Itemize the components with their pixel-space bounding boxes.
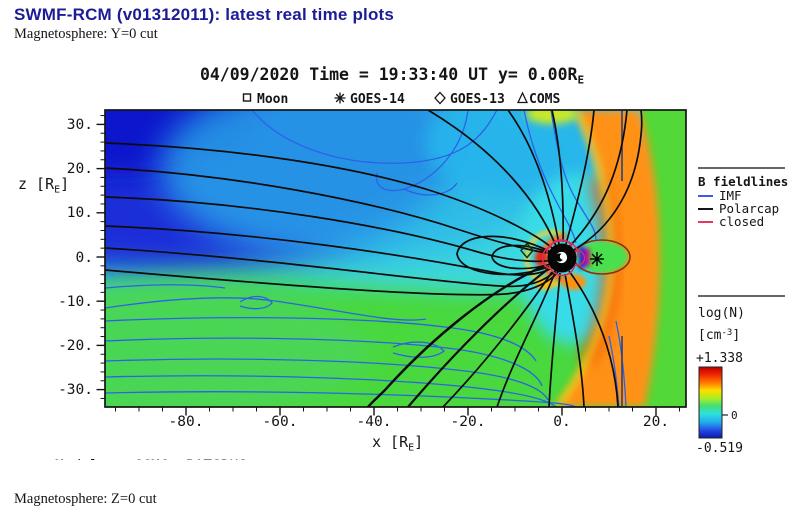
- field-lines-closed: [541, 239, 586, 277]
- y-tick-label: -30.: [58, 382, 93, 398]
- goes14-marker: [590, 252, 604, 266]
- colorbar-quantity: log(N): [698, 306, 745, 321]
- y-axis: 30. 20. 10. 0. -10. -20. -30. z [RE]: [18, 117, 93, 398]
- field-lines-imf: [105, 110, 627, 407]
- model-caption: Model at CCMC: BATSRUS: [55, 458, 247, 460]
- y-tick-label: 20.: [67, 161, 93, 177]
- colorbar-zero-label: 0: [731, 409, 738, 422]
- plot-title: 04/09/2020 Time = 19:33:40 UT y= 0.00RE: [200, 65, 584, 87]
- section-label-y0-cut: Magnetosphere: Y=0 cut: [14, 26, 158, 42]
- colorbar-gradient: [698, 366, 723, 439]
- colorbar-unit: [cm-3]: [698, 328, 740, 343]
- fieldline-legend: B fieldlines IMF Polarcap closed: [698, 167, 788, 229]
- earth-marker: [547, 243, 577, 273]
- x-tick-label: 20.: [643, 414, 669, 430]
- coms-label: COMS: [529, 92, 560, 107]
- x-tick-label: -60.: [263, 414, 298, 430]
- symbol-legend: Moon GOES-14 GOES-13 COMS: [242, 91, 560, 107]
- fieldline-legend-title: B fieldlines: [698, 174, 788, 189]
- colorbar-max: +1.338: [696, 351, 743, 366]
- x-tick-label: -20.: [451, 414, 486, 430]
- section-label-z0-cut: Magnetosphere: Z=0 cut: [14, 491, 157, 507]
- x-tick-label: -40.: [357, 414, 392, 430]
- y-axis-label: z [RE]: [18, 175, 69, 196]
- plot-border: [104, 109, 687, 408]
- y-tick-label: 30.: [67, 117, 93, 133]
- goes13-marker: [520, 242, 534, 259]
- x-axis-label: x [RE]: [372, 433, 423, 454]
- coms-triangle-icon: [516, 91, 529, 104]
- goes13-diamond-icon: [434, 91, 446, 105]
- y-tick-label: -20.: [58, 338, 93, 354]
- y-tick-label: 10.: [67, 205, 93, 221]
- moon-label: Moon: [257, 92, 288, 107]
- density-field: [105, 110, 686, 407]
- plot-title-subscript: E: [577, 74, 584, 87]
- imf-label: IMF: [719, 188, 742, 203]
- goes14-label: GOES-14: [350, 92, 405, 107]
- y-tick-label: -10.: [58, 294, 93, 310]
- goes13-label: GOES-13: [450, 92, 505, 107]
- magnetosphere-plot: 04/09/2020 Time = 19:33:40 UT y= 0.00RE …: [18, 65, 788, 460]
- x-tick-label: -80.: [169, 414, 204, 430]
- colorbar-min: -0.519: [696, 441, 743, 456]
- goes14-asterisk-icon: [334, 92, 346, 104]
- y-tick-label: 0.: [76, 250, 93, 266]
- moon-square-icon: [242, 93, 252, 102]
- closed-label: closed: [719, 214, 764, 229]
- x-tick-label: 0.: [553, 414, 570, 430]
- colorbar: log(N) [cm-3] +1.338 0 -0.519: [696, 295, 785, 456]
- axis-ticks: [96, 115, 680, 416]
- x-axis: -80. -60. -40. -20. 0. 20. x [RE]: [169, 414, 670, 454]
- polarcap-label: Polarcap: [719, 201, 779, 216]
- page-title: SWMF-RCM (v01312011): latest real time p…: [14, 5, 395, 24]
